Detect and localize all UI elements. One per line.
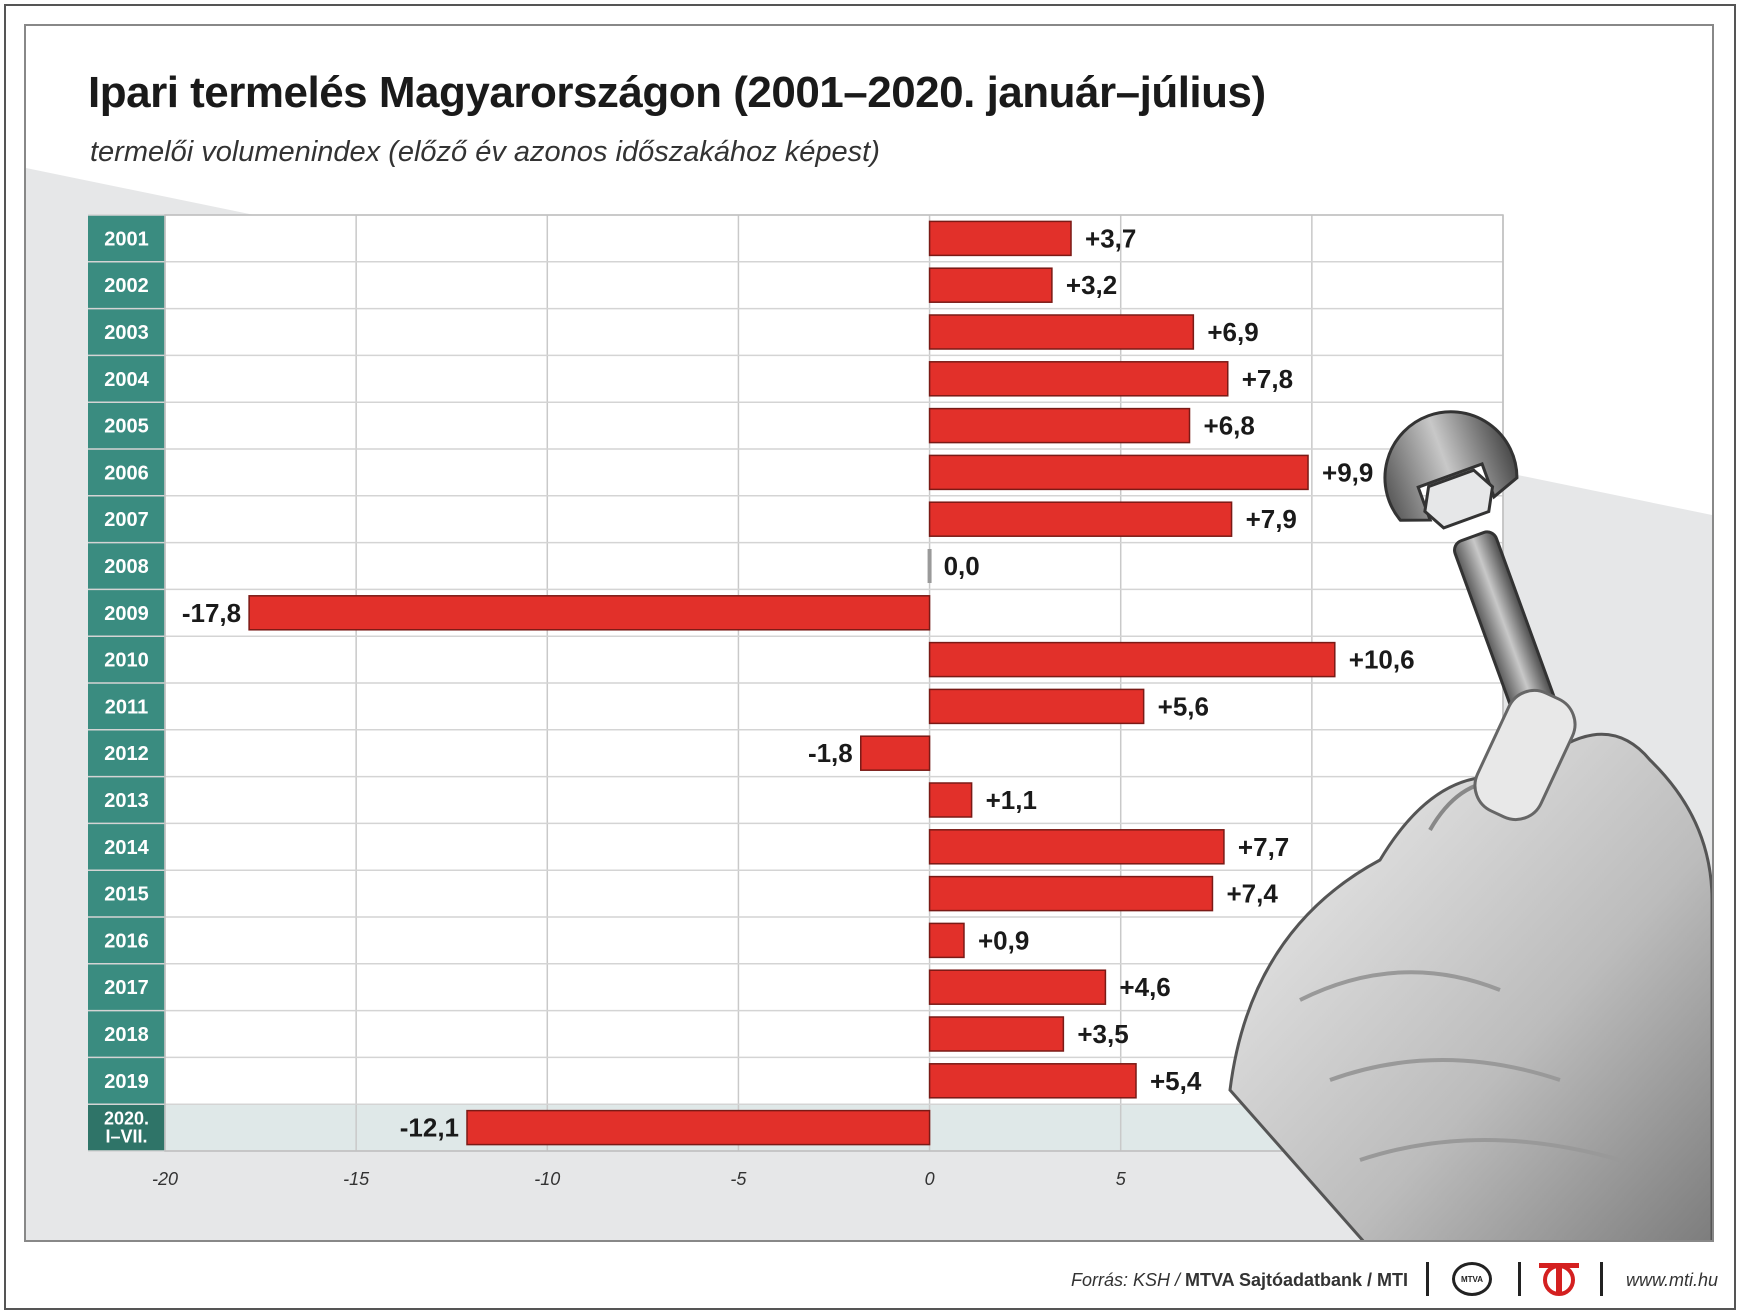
data-bar — [928, 782, 973, 818]
data-label: -17,8 — [182, 598, 241, 628]
data-label: +3,5 — [1077, 1019, 1128, 1049]
footer-separator — [1426, 1262, 1429, 1296]
x-tick-label: -20 — [152, 1169, 178, 1189]
data-label: +7,8 — [1242, 364, 1293, 394]
data-bar — [928, 267, 1053, 303]
data-bar — [248, 595, 931, 631]
footer-separator — [1518, 1262, 1521, 1296]
category-label: 2008 — [104, 556, 149, 578]
category-label: 2017 — [104, 977, 149, 999]
data-bar — [928, 875, 1214, 912]
data-label: +6,9 — [1207, 317, 1258, 347]
data-bar — [928, 220, 1072, 257]
category-label: 2006 — [104, 462, 149, 484]
data-label: +4,6 — [1119, 972, 1170, 1002]
data-bar — [928, 361, 1229, 397]
mti-logo-icon — [1539, 1263, 1579, 1296]
category-label: 2004 — [104, 369, 149, 391]
chart-subtitle: termelői volumenindex (előző év azonos i… — [90, 136, 880, 168]
data-bar — [928, 407, 1191, 444]
data-bar — [928, 454, 1309, 491]
data-label: +1,1 — [986, 785, 1037, 815]
data-bar — [928, 501, 1233, 537]
source-agency: MTVA Sajtóadatbank / MTI — [1184, 1270, 1408, 1290]
data-label: +3,2 — [1066, 270, 1117, 300]
data-bar — [928, 829, 1225, 865]
category-label: 2018 — [104, 1024, 149, 1046]
data-label: +9,9 — [1322, 457, 1373, 487]
data-bar — [928, 1063, 1137, 1099]
data-label: 0,0 — [944, 551, 980, 581]
x-tick-label: -10 — [534, 1169, 560, 1189]
data-label: +5,4 — [1150, 1066, 1202, 1096]
wrench-illustration — [1228, 410, 1712, 1240]
data-bar — [928, 922, 965, 959]
footer-separator — [1600, 1262, 1603, 1296]
data-label: +7,4 — [1226, 879, 1278, 909]
data-label: +10,6 — [1349, 645, 1415, 675]
x-tick-label: -5 — [730, 1169, 747, 1189]
bar-chart: 2001 +3,7 2002 +3,2 2003 +6,9 2004 +7,8 2005 +6,8… — [26, 168, 1712, 1240]
data-bar — [928, 688, 1145, 725]
data-bar — [928, 641, 1336, 678]
data-bar — [928, 314, 1195, 350]
data-label: +5,6 — [1158, 691, 1209, 721]
data-label: -1,8 — [808, 738, 853, 768]
category-label: 2007 — [104, 509, 149, 531]
data-bar — [927, 549, 932, 583]
data-bar — [928, 969, 1107, 1005]
category-label: 2012 — [104, 743, 149, 765]
category-label: 2011 — [105, 696, 148, 718]
category-label: 2019 — [104, 1071, 149, 1093]
mtva-logo-text: MTVA — [1460, 1274, 1484, 1284]
category-label: 2014 — [104, 837, 149, 859]
mti-url: www.mti.hu — [1626, 1270, 1719, 1290]
category-label: 2015 — [104, 884, 149, 906]
category-label: 2010 — [104, 650, 149, 672]
data-label: +6,8 — [1204, 411, 1255, 441]
chart-title: Ipari termelés Magyarországon (2001–2020… — [88, 68, 1266, 117]
highlight-label-cell — [88, 1104, 165, 1151]
outer-frame — [4, 4, 1736, 1310]
category-label: 2005 — [104, 416, 149, 438]
source-prefix: Forrás: KSH / — [1070, 1270, 1185, 1290]
data-label: +7,7 — [1238, 832, 1289, 862]
category-label: 2003 — [104, 322, 149, 344]
data-bar — [860, 735, 931, 771]
category-label: 2009 — [104, 603, 149, 625]
data-label: +7,9 — [1246, 504, 1297, 534]
data-bar — [466, 1109, 931, 1146]
category-label: 2002 — [104, 275, 149, 297]
x-tick-label: 5 — [1116, 1169, 1127, 1189]
category-label: 2001 — [104, 228, 149, 250]
category-label: 2020. I–VII. — [104, 1109, 149, 1147]
mtva-logo-icon: MTVA — [1452, 1262, 1492, 1296]
footer: Forrás: KSH / MTVA Sajtóadatbank / MTI M… — [0, 1262, 1740, 1302]
data-label: +3,7 — [1085, 223, 1136, 253]
data-bar — [928, 1016, 1065, 1052]
x-tick-label: 0 — [925, 1169, 935, 1189]
category-label: 2016 — [104, 930, 149, 952]
data-label: +0,9 — [978, 925, 1029, 955]
data-label: -12,1 — [400, 1113, 459, 1143]
x-tick-label: -15 — [343, 1169, 370, 1189]
category-label: 2013 — [104, 790, 149, 812]
source-text: Forrás: KSH / MTVA Sajtóadatbank / MTI — [1071, 1270, 1408, 1291]
